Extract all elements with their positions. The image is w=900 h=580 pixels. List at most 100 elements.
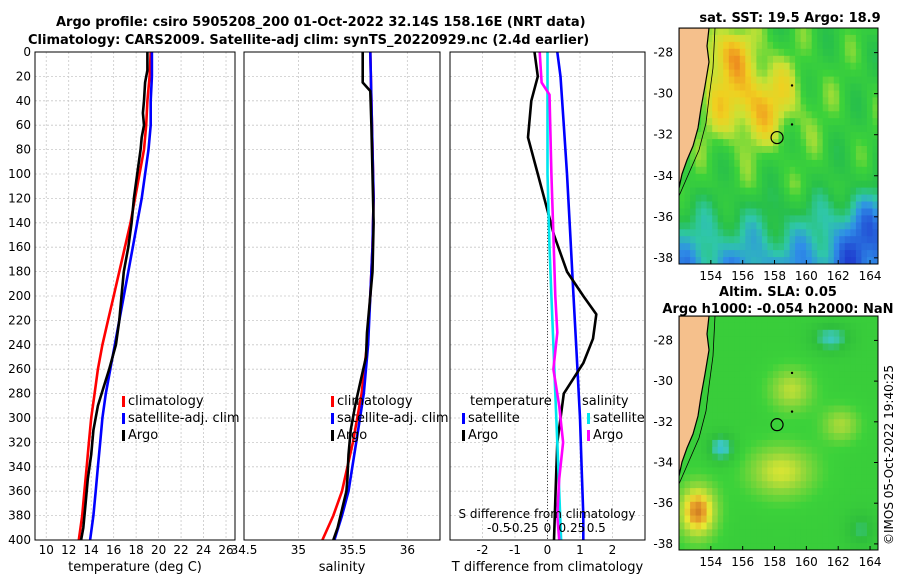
map-cell <box>734 48 741 57</box>
map-cell <box>717 118 724 126</box>
map-cell <box>784 405 791 413</box>
map-cell <box>817 222 824 230</box>
map-cell <box>789 371 796 379</box>
map-cell <box>789 34 796 43</box>
map-cell <box>872 501 878 510</box>
map-cell <box>712 364 719 372</box>
map-cell <box>728 62 735 71</box>
map-cell <box>806 104 813 112</box>
map-cell <box>855 322 862 331</box>
y-tick-label: 80 <box>16 143 31 157</box>
map-cell <box>833 97 840 105</box>
map-cell <box>844 41 851 50</box>
x-axis-label: salinity <box>319 560 366 575</box>
map-cell <box>800 76 807 85</box>
map-cell <box>822 508 829 517</box>
map-cell <box>833 118 840 126</box>
map-cell <box>784 398 791 407</box>
map-cell <box>767 146 774 154</box>
map-title: Altim. SLA: 0.05 <box>719 285 837 300</box>
map-cell <box>756 322 763 331</box>
map-cell <box>839 501 846 510</box>
map-cell <box>784 166 791 175</box>
map-cell <box>745 111 752 119</box>
map-cell <box>767 426 774 434</box>
map-cell <box>717 173 724 182</box>
map-cell <box>778 187 785 196</box>
x-tick-label: 24 <box>196 543 211 557</box>
map-cell <box>811 460 818 468</box>
legend-swatch <box>122 413 125 424</box>
map-cell <box>717 543 724 550</box>
map-cell <box>811 132 818 140</box>
island-marker <box>790 84 794 87</box>
map-cell <box>817 257 824 264</box>
map-cell <box>706 508 713 517</box>
map-cell <box>872 405 878 413</box>
map-cell <box>850 229 857 237</box>
map-cell <box>817 467 824 475</box>
map-cell <box>811 187 818 196</box>
map-cell <box>850 55 857 64</box>
map-cell <box>723 194 730 203</box>
map-cell <box>872 28 878 36</box>
land-mass <box>679 28 710 189</box>
map-cell <box>855 243 862 251</box>
map-cell <box>844 159 851 168</box>
map-cell <box>844 384 851 393</box>
map-cell <box>761 83 768 91</box>
map-cell <box>701 453 708 462</box>
map-cell <box>761 166 768 175</box>
map-cell <box>833 357 840 365</box>
legend-label: climatology <box>128 394 204 409</box>
map-cell <box>745 146 752 154</box>
map-cell <box>806 250 813 258</box>
map-cell <box>712 515 719 524</box>
map-cell <box>773 194 780 203</box>
map-cell <box>839 90 846 98</box>
map-cell <box>761 391 768 400</box>
secondary-x-tick-label: 0.25 <box>559 521 586 535</box>
map-cell <box>789 529 796 537</box>
map-cell <box>850 76 857 85</box>
map-cell <box>844 412 851 420</box>
map-cell <box>745 322 752 331</box>
map-cell <box>839 508 846 517</box>
map-cell <box>833 446 840 455</box>
map-cell <box>811 41 818 50</box>
map-cell <box>739 187 746 196</box>
map-cell <box>784 336 791 345</box>
map-cell <box>739 453 746 462</box>
map-cell <box>811 439 818 448</box>
map-cell <box>839 494 846 503</box>
map-cell <box>795 104 802 112</box>
map-cell <box>817 180 824 189</box>
map-cell <box>866 111 873 119</box>
map-cell <box>872 194 878 203</box>
map-cell <box>839 336 846 345</box>
map-cell <box>728 41 735 50</box>
map-cell <box>839 34 846 43</box>
map-cell <box>872 371 878 379</box>
map-cell <box>773 391 780 400</box>
map-cell <box>690 453 697 462</box>
map-cell <box>679 474 686 482</box>
map-cell <box>806 405 813 413</box>
map-cell <box>723 350 730 358</box>
map-cell <box>817 522 824 530</box>
map-cell <box>839 187 846 196</box>
map-cell <box>872 426 878 434</box>
map-cell <box>750 391 757 400</box>
map-cell <box>712 494 719 503</box>
map-cell <box>750 194 757 203</box>
map-cell <box>833 515 840 524</box>
map-cell <box>784 132 791 140</box>
map-cell <box>767 97 774 105</box>
map-cell <box>795 139 802 147</box>
map-cell <box>872 529 878 537</box>
map-cell <box>712 481 719 489</box>
map-cell <box>750 257 757 264</box>
map-cell <box>844 180 851 189</box>
map-cell <box>850 159 857 168</box>
map-cell <box>795 222 802 230</box>
